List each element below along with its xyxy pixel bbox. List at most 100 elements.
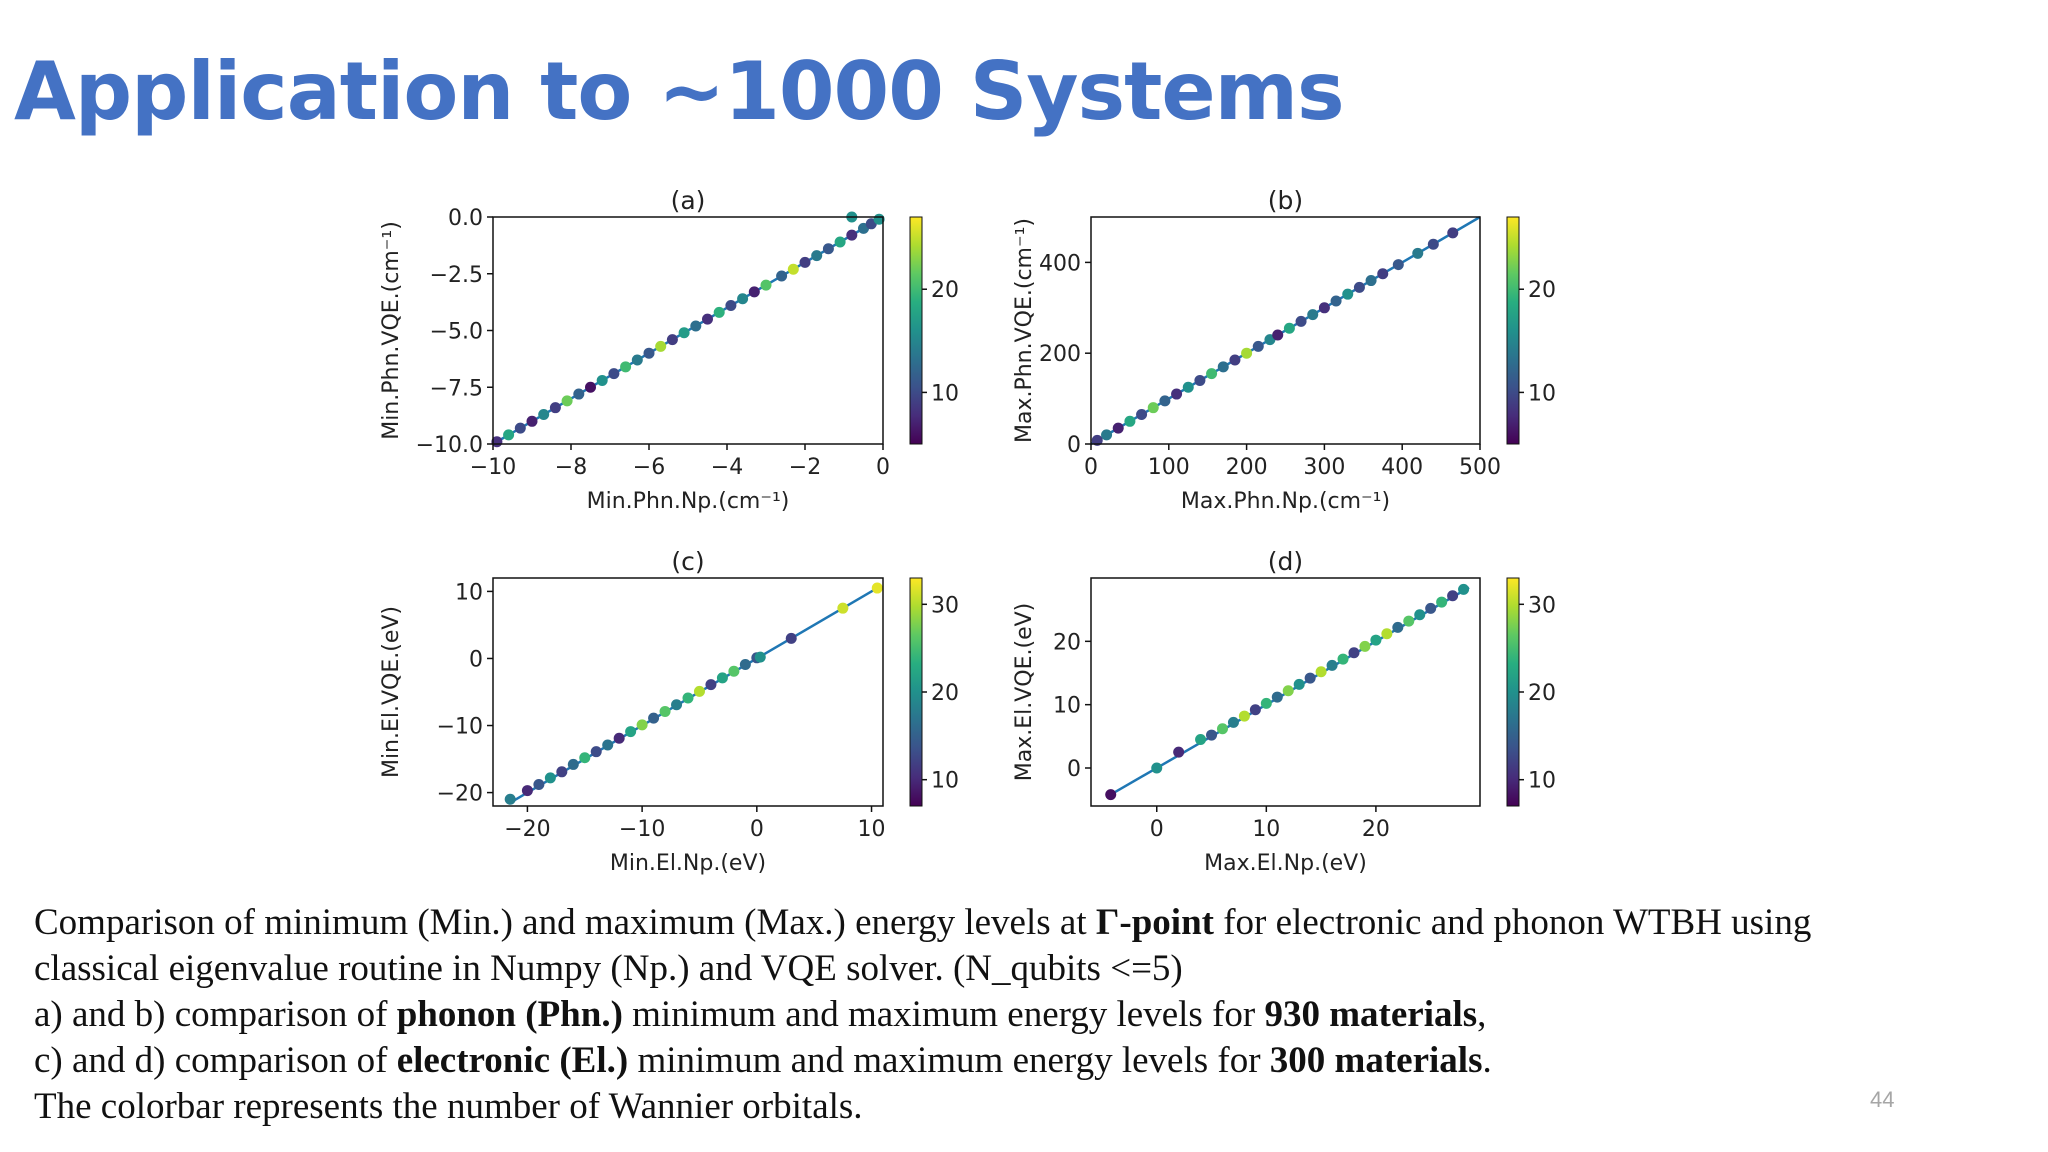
colorbar-tick-label: 10 xyxy=(1528,769,1556,794)
data-point xyxy=(1307,309,1319,321)
y-tick-label: −7.5 xyxy=(430,376,483,401)
data-point xyxy=(643,347,655,359)
caption-bold-text: Γ-point xyxy=(1095,902,1214,943)
data-point xyxy=(526,415,538,427)
data-point xyxy=(1447,227,1459,239)
colorbar-tick-label: 20 xyxy=(1528,681,1556,706)
data-point xyxy=(1353,281,1365,293)
plot-frame xyxy=(1090,577,1481,807)
data-point xyxy=(1359,640,1371,652)
data-point xyxy=(705,679,717,691)
data-point xyxy=(1447,590,1459,602)
data-point xyxy=(760,279,772,291)
caption-bold-text: 930 materials xyxy=(1264,994,1478,1035)
data-point xyxy=(1091,434,1103,446)
data-point xyxy=(1124,415,1136,427)
data-point xyxy=(1381,628,1393,640)
y-tick-label: 0 xyxy=(1067,757,1081,782)
data-point xyxy=(690,320,702,332)
data-point xyxy=(1271,691,1283,703)
data-point xyxy=(785,632,797,644)
x-tick-label: −8 xyxy=(555,455,587,480)
x-tick-label: −10 xyxy=(470,455,516,480)
data-point xyxy=(521,785,533,797)
x-axis-label: Max.El.Np.(eV) xyxy=(1204,851,1367,876)
data-point xyxy=(1337,653,1349,665)
data-point xyxy=(544,772,556,784)
data-point xyxy=(1195,734,1207,745)
slide-title: Application to ~1000 Systems xyxy=(14,45,1345,138)
y-axis-label: Min.El.VQE.(eV) xyxy=(379,606,404,778)
x-tick-label: 10 xyxy=(858,817,886,842)
y-tick-label: 0 xyxy=(1067,433,1081,458)
data-point xyxy=(590,746,602,758)
x-axis-label: Min.El.Np.(eV) xyxy=(610,851,766,876)
data-point xyxy=(739,659,751,671)
data-point xyxy=(1112,422,1124,434)
chart-title: (b) xyxy=(1268,186,1303,215)
data-point xyxy=(1392,621,1404,633)
data-point xyxy=(1252,340,1264,352)
data-point xyxy=(1159,395,1171,407)
data-point xyxy=(1151,762,1163,774)
x-tick-label: 500 xyxy=(1459,455,1501,480)
data-point xyxy=(1377,268,1389,280)
data-point xyxy=(1425,602,1437,614)
caption-text: classical eigenvalue routine in Numpy (N… xyxy=(34,948,1183,989)
data-point xyxy=(837,602,849,614)
data-point xyxy=(608,368,620,380)
data-point xyxy=(1227,716,1239,728)
data-point xyxy=(573,388,585,400)
data-point xyxy=(1173,746,1185,758)
colorbar-tick-label: 10 xyxy=(931,769,959,794)
x-axis-label: Max.Phn.Np.(cm⁻¹) xyxy=(1181,489,1390,514)
caption-text: for electronic and phonon WTBH using xyxy=(1213,902,1812,943)
data-point xyxy=(1392,259,1404,271)
data-point xyxy=(1293,678,1305,690)
data-point xyxy=(1295,315,1307,327)
data-point xyxy=(1427,238,1439,250)
x-tick-label: −2 xyxy=(789,455,821,480)
data-point xyxy=(655,340,667,352)
x-tick-label: 10 xyxy=(1252,817,1280,842)
x-tick-label: 400 xyxy=(1381,455,1423,480)
y-tick-label: −20 xyxy=(437,782,483,807)
x-tick-label: −10 xyxy=(619,817,665,842)
colorbar xyxy=(909,577,923,807)
caption-bold-text: phonon (Phn.) xyxy=(396,994,623,1035)
data-point xyxy=(1272,329,1284,341)
data-point xyxy=(631,354,643,366)
caption-text: The colorbar represents the number of Wa… xyxy=(34,1086,863,1127)
x-tick-label: 0 xyxy=(1084,455,1098,480)
x-tick-label: 0 xyxy=(1150,817,1164,842)
caption-text: Comparison of minimum (Min.) and maximum… xyxy=(34,902,1096,943)
data-point xyxy=(1370,634,1382,646)
data-point xyxy=(503,429,515,441)
data-point xyxy=(666,334,678,346)
y-tick-label: −2.5 xyxy=(430,263,483,288)
data-point xyxy=(1318,302,1330,314)
data-point xyxy=(1105,789,1117,801)
data-point xyxy=(1282,685,1294,697)
chart-panel-c: −20 −10 0 10 10 0 −10 −20 (c) Min.El.Np.(eV) Min.E… xyxy=(379,547,959,876)
caption-text: . xyxy=(1482,1040,1492,1081)
x-tick-label: 20 xyxy=(1362,817,1390,842)
data-point xyxy=(728,665,740,677)
chart-panel-d: 0 10 20 0 10 20 (d) Max.El.Np.(eV) Max.El.VQE.(e… xyxy=(1012,547,1556,876)
data-point xyxy=(748,286,760,298)
data-point xyxy=(1206,729,1218,741)
data-point xyxy=(1147,402,1159,414)
data-point xyxy=(1342,288,1354,300)
data-point xyxy=(822,243,834,255)
data-point xyxy=(567,758,579,770)
data-point xyxy=(538,408,550,420)
data-point xyxy=(1330,295,1342,307)
caption-line-3: a) and b) comparison of phonon (Phn.) mi… xyxy=(34,992,1934,1038)
caption-line-5: The colorbar represents the number of Wa… xyxy=(34,1084,1934,1130)
data-point xyxy=(1315,666,1327,678)
chart-panel-b: 0 100 200 300 400 500 0 200 400 (b) Max.Phn.Np.(cm… xyxy=(1012,186,1556,514)
data-point xyxy=(620,361,632,373)
data-point xyxy=(702,313,713,325)
data-point xyxy=(602,739,614,751)
